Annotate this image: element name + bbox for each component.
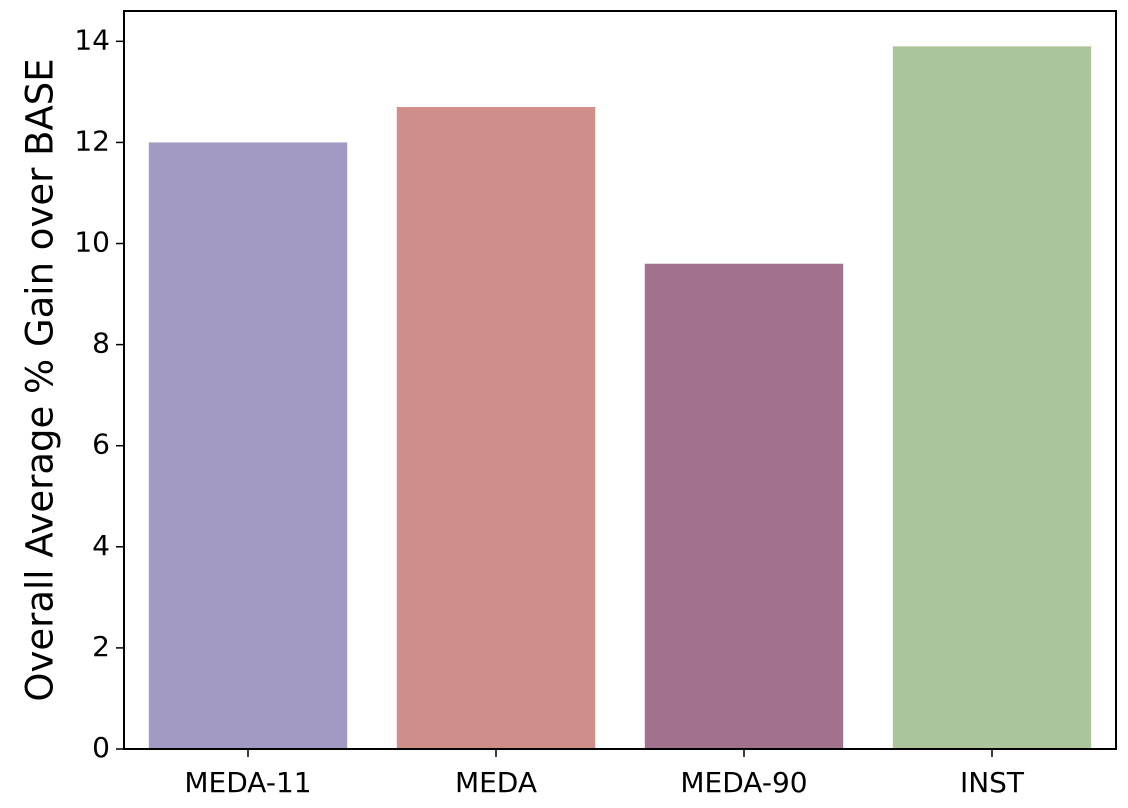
y-tick-label: 10 (74, 226, 110, 259)
y-axis-label: Overall Average % Gain over BASE (19, 58, 62, 701)
bar (644, 263, 844, 749)
x-tick-label: MEDA-11 (184, 766, 311, 799)
y-tick-label: 8 (92, 327, 110, 360)
x-tick-label: MEDA-90 (680, 766, 807, 799)
y-tick-label: 4 (92, 529, 110, 562)
bar (396, 107, 596, 750)
y-tick-label: 2 (92, 630, 110, 663)
y-tick-label: 12 (74, 124, 110, 157)
y-tick-label: 0 (92, 731, 110, 764)
y-tick-label: 14 (74, 23, 110, 56)
bar (148, 142, 348, 749)
x-tick-label: INST (960, 766, 1025, 799)
x-tick-label: MEDA (455, 766, 537, 799)
plot-frame (123, 10, 1117, 750)
bar (892, 46, 1092, 750)
y-tick-label: 6 (92, 428, 110, 461)
